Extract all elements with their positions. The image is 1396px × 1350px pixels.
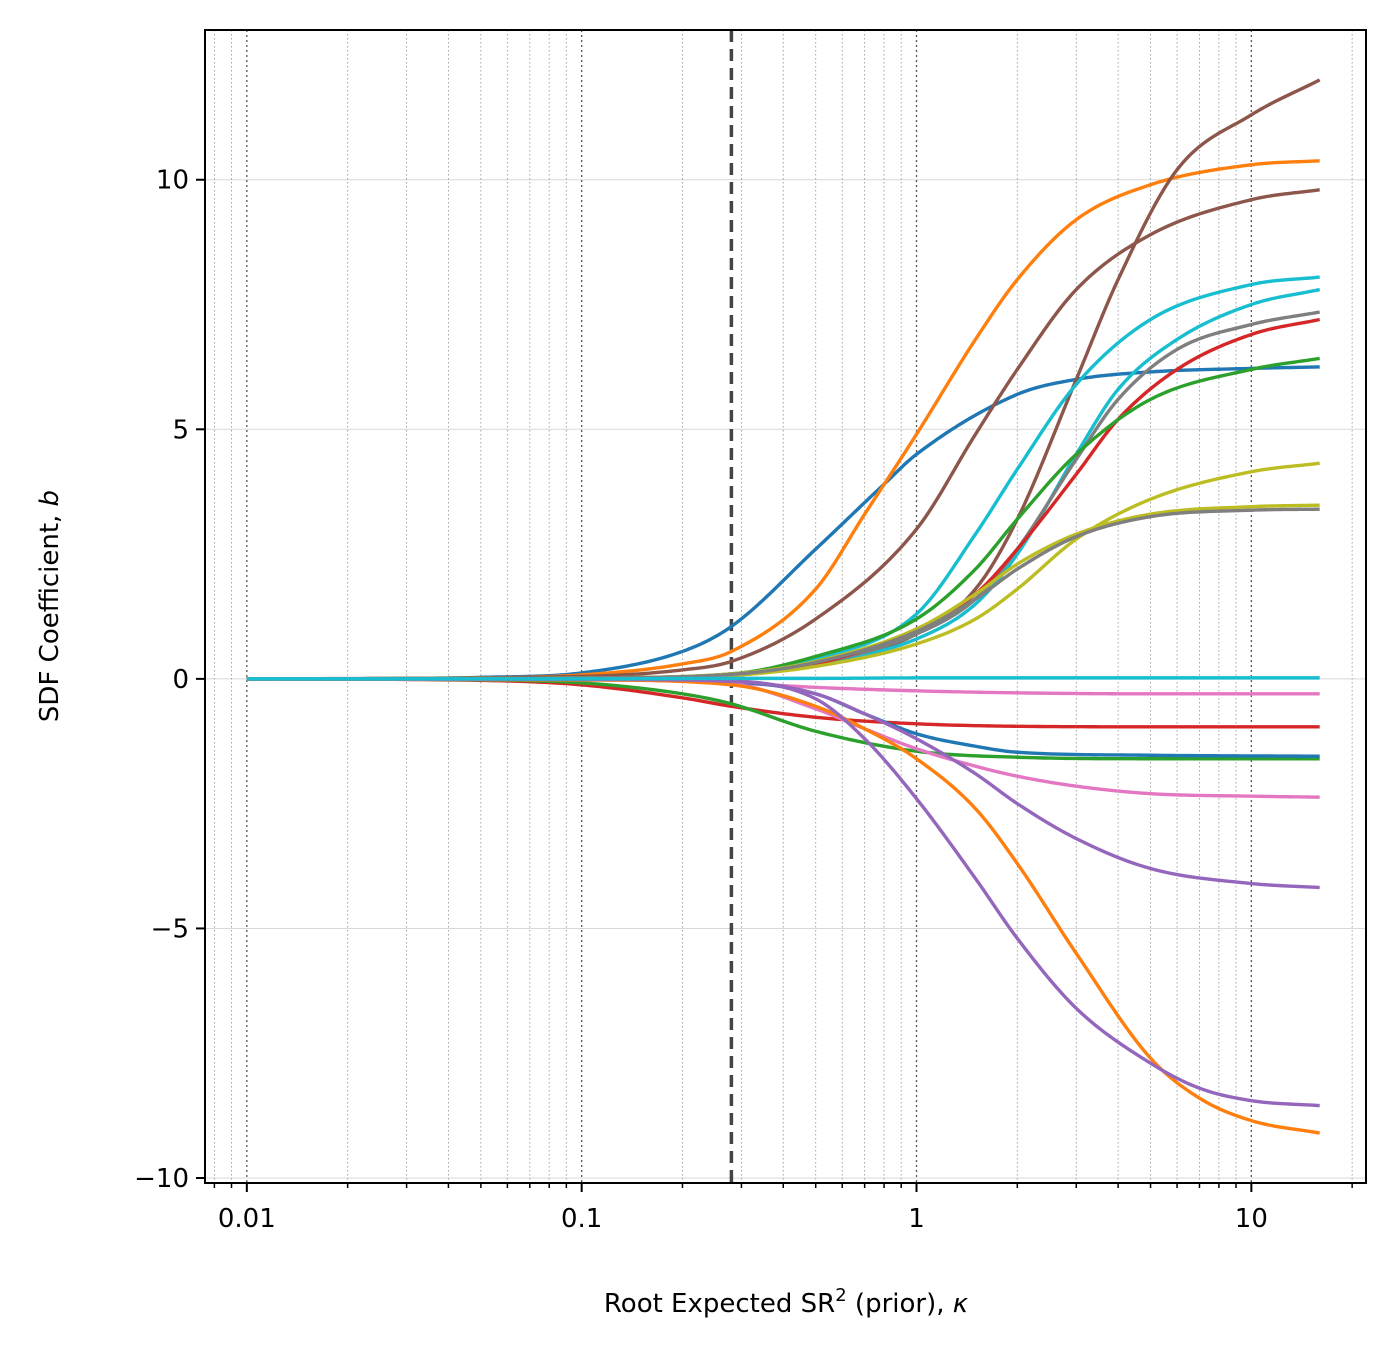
y-tick-label: 5 bbox=[172, 415, 189, 445]
y-axis-label: SDF Coefficient, b bbox=[35, 490, 65, 722]
series-line-3 bbox=[246, 188, 1320, 681]
series-line-21 bbox=[246, 676, 1320, 681]
x-axis-label-kappa: κ bbox=[953, 1289, 969, 1319]
grid-layer bbox=[205, 30, 1366, 1183]
series-layer bbox=[246, 78, 1321, 1135]
series-line-20 bbox=[246, 677, 1320, 1108]
x-axis-label-superscript: 2 bbox=[835, 1285, 846, 1306]
y-tick-label: −5 bbox=[151, 914, 189, 944]
series-line-2 bbox=[246, 159, 1320, 681]
x-tick-label: 0.01 bbox=[218, 1204, 276, 1234]
y-tick-label: −10 bbox=[134, 1164, 189, 1194]
series-line-12 bbox=[246, 507, 1320, 681]
x-tick-label: 1 bbox=[908, 1204, 925, 1234]
y-tick-label: 10 bbox=[156, 166, 189, 196]
y-axis-label-b: b bbox=[35, 490, 65, 507]
x-axis-label: Root Expected SR2 (prior), κ bbox=[604, 1285, 969, 1319]
x-axis-label-rest: (prior), bbox=[847, 1289, 953, 1319]
ticks-layer: 0.01 0.1 1 10 10 5 0 −5 −10 bbox=[134, 166, 1353, 1234]
x-tick-label: 0.1 bbox=[561, 1204, 602, 1234]
series-line-19 bbox=[246, 677, 1320, 1135]
y-tick-label: 0 bbox=[172, 665, 189, 695]
x-tick-label: 10 bbox=[1235, 1204, 1268, 1234]
plot-frame bbox=[204, 29, 1367, 1184]
